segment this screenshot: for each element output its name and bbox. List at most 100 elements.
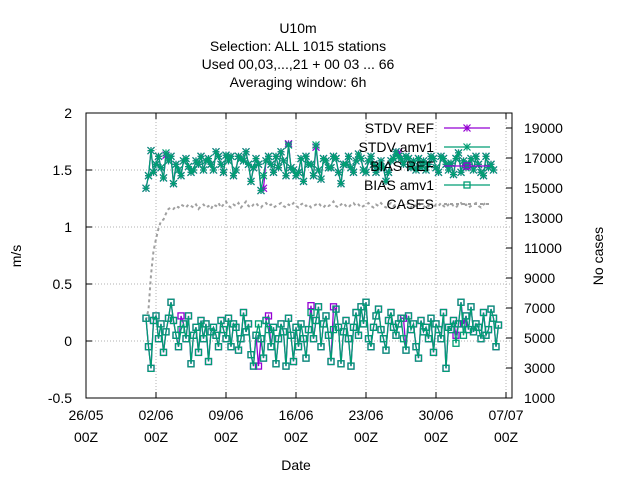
bias-amv1-point <box>442 364 450 373</box>
bias-amv1-point <box>289 357 298 366</box>
bias-amv1-point <box>199 335 208 343</box>
bias-amv1-point <box>159 348 168 357</box>
bias-amv1-point <box>382 346 390 354</box>
stdv-amv1-point <box>489 166 498 174</box>
y2-tick-label: 17000 <box>524 150 563 166</box>
x-tick-hour: 00Z <box>214 429 239 445</box>
bias-amv1-point <box>152 312 160 320</box>
bias-amv1-point <box>372 312 380 320</box>
stdv-amv1-point <box>199 166 208 174</box>
bias-amv1-point <box>392 331 400 339</box>
y2-tick-label: 7000 <box>524 300 555 316</box>
stdv-amv1-point <box>377 156 385 165</box>
stdv-amv1-point <box>162 148 170 157</box>
bias-amv1-point <box>452 339 460 347</box>
stdv-amv1-point <box>337 179 345 188</box>
bias-amv1-point <box>157 320 165 328</box>
stdv-amv1-point <box>312 140 320 149</box>
bias-amv1-point <box>409 320 418 328</box>
stdv-amv1-point <box>152 160 160 169</box>
stdv-amv1-point <box>247 177 255 186</box>
bias-amv1-point <box>359 320 368 328</box>
bias-amv1-point <box>204 357 213 366</box>
stdv-series <box>142 139 498 195</box>
bias-amv1-point <box>214 343 223 351</box>
bias-amv1-point <box>257 335 265 343</box>
bias-amv1-point <box>209 323 218 331</box>
legend-marker <box>463 162 471 170</box>
bias-amv1-point <box>374 305 383 313</box>
bias-ref-point <box>177 312 185 320</box>
bias-amv1-point <box>222 335 230 343</box>
x-tick-hour: 00Z <box>424 429 449 445</box>
bias-amv1-point <box>232 323 240 331</box>
stdv-amv1-point <box>354 150 363 158</box>
stdv-amv1-point <box>259 171 268 180</box>
x-tick-date: 30/06 <box>418 407 453 423</box>
stdv-amv1-point <box>249 163 258 172</box>
stdv-amv1-point <box>182 154 190 163</box>
bias-amv1-point <box>219 325 228 334</box>
legend-label: BIAS amv1 <box>364 177 434 193</box>
bias-amv1-point <box>367 343 375 351</box>
stdv-amv1-point <box>209 166 218 174</box>
stdv-amv1-point <box>157 163 165 172</box>
bias-amv1-point <box>154 335 163 343</box>
bias-amv1-point <box>484 325 493 334</box>
bias-amv1-point <box>187 360 195 368</box>
bias-amv1-point <box>337 360 345 368</box>
bias-amv1-point <box>264 325 273 334</box>
bias-amv1-point <box>202 320 210 328</box>
stdv-amv1-point <box>367 152 375 161</box>
stdv-amv1-point <box>159 174 168 182</box>
stdv-amv1-point <box>232 166 240 174</box>
bias-amv1-point <box>307 308 315 317</box>
stdv-amv1-point <box>257 186 265 195</box>
bias-amv1-point <box>287 331 295 339</box>
x-tick-hour: 00Z <box>144 429 169 445</box>
bias-amv1-point <box>344 335 353 343</box>
legend-marker <box>463 124 471 132</box>
stdv-amv1-point <box>362 168 370 177</box>
bias-amv1-point <box>487 305 495 313</box>
bias-amv1-point <box>249 362 258 370</box>
bias-amv1-point <box>362 298 370 306</box>
stdv-amv1-point <box>279 156 288 165</box>
bias-amv1-point <box>397 314 405 322</box>
y-axis: -0.5 0 0.5 1 1.5 2 <box>48 105 92 406</box>
stdv-amv1-point <box>454 148 463 157</box>
bias-amv1-point <box>399 335 408 343</box>
bias-amv1-point <box>192 323 200 331</box>
legend-label: CASES <box>387 196 434 212</box>
stdv-amv1-point <box>149 168 158 177</box>
bias-amv1-point <box>189 331 198 339</box>
stdv-amv1-point <box>147 146 155 155</box>
stdv-amv1-point <box>299 177 308 186</box>
bias-amv1-point <box>224 314 233 322</box>
stdv-amv1-point <box>144 171 153 180</box>
stdv-amv1-point <box>242 147 250 156</box>
bias-amv1-point <box>424 335 433 343</box>
bias-amv1-point <box>142 314 150 322</box>
stdv-amv1-point <box>357 154 365 163</box>
y2-tick-label: 19000 <box>524 120 563 136</box>
x-axis: 26/05 00Z 02/06 00Z 09/06 00Z 16/06 00Z 23/06 00Z… <box>68 113 524 445</box>
title-line: U10m <box>279 20 316 36</box>
x-tick-hour: 00Z <box>354 429 379 445</box>
bias-amv1-point <box>404 312 413 320</box>
stdv-amv1-point <box>317 175 325 184</box>
bias-amv1-point <box>412 343 420 351</box>
stdv-amv1-point <box>274 163 283 172</box>
stdv-amv1-point <box>177 171 185 180</box>
bias-amv1-point <box>417 316 425 325</box>
bias-amv1-point <box>474 323 483 331</box>
bias-amv1-point <box>437 335 445 343</box>
bias-amv1-point <box>364 335 373 343</box>
stdv-amv1-point <box>474 160 483 169</box>
bias-amv1-point <box>227 343 235 351</box>
bias-amv1-point <box>402 346 410 354</box>
stdv-amv1-point <box>284 140 293 149</box>
stdv-amv1-point <box>169 179 178 188</box>
bias-amv1-point <box>254 320 263 328</box>
bias-amv1-point <box>297 320 305 328</box>
